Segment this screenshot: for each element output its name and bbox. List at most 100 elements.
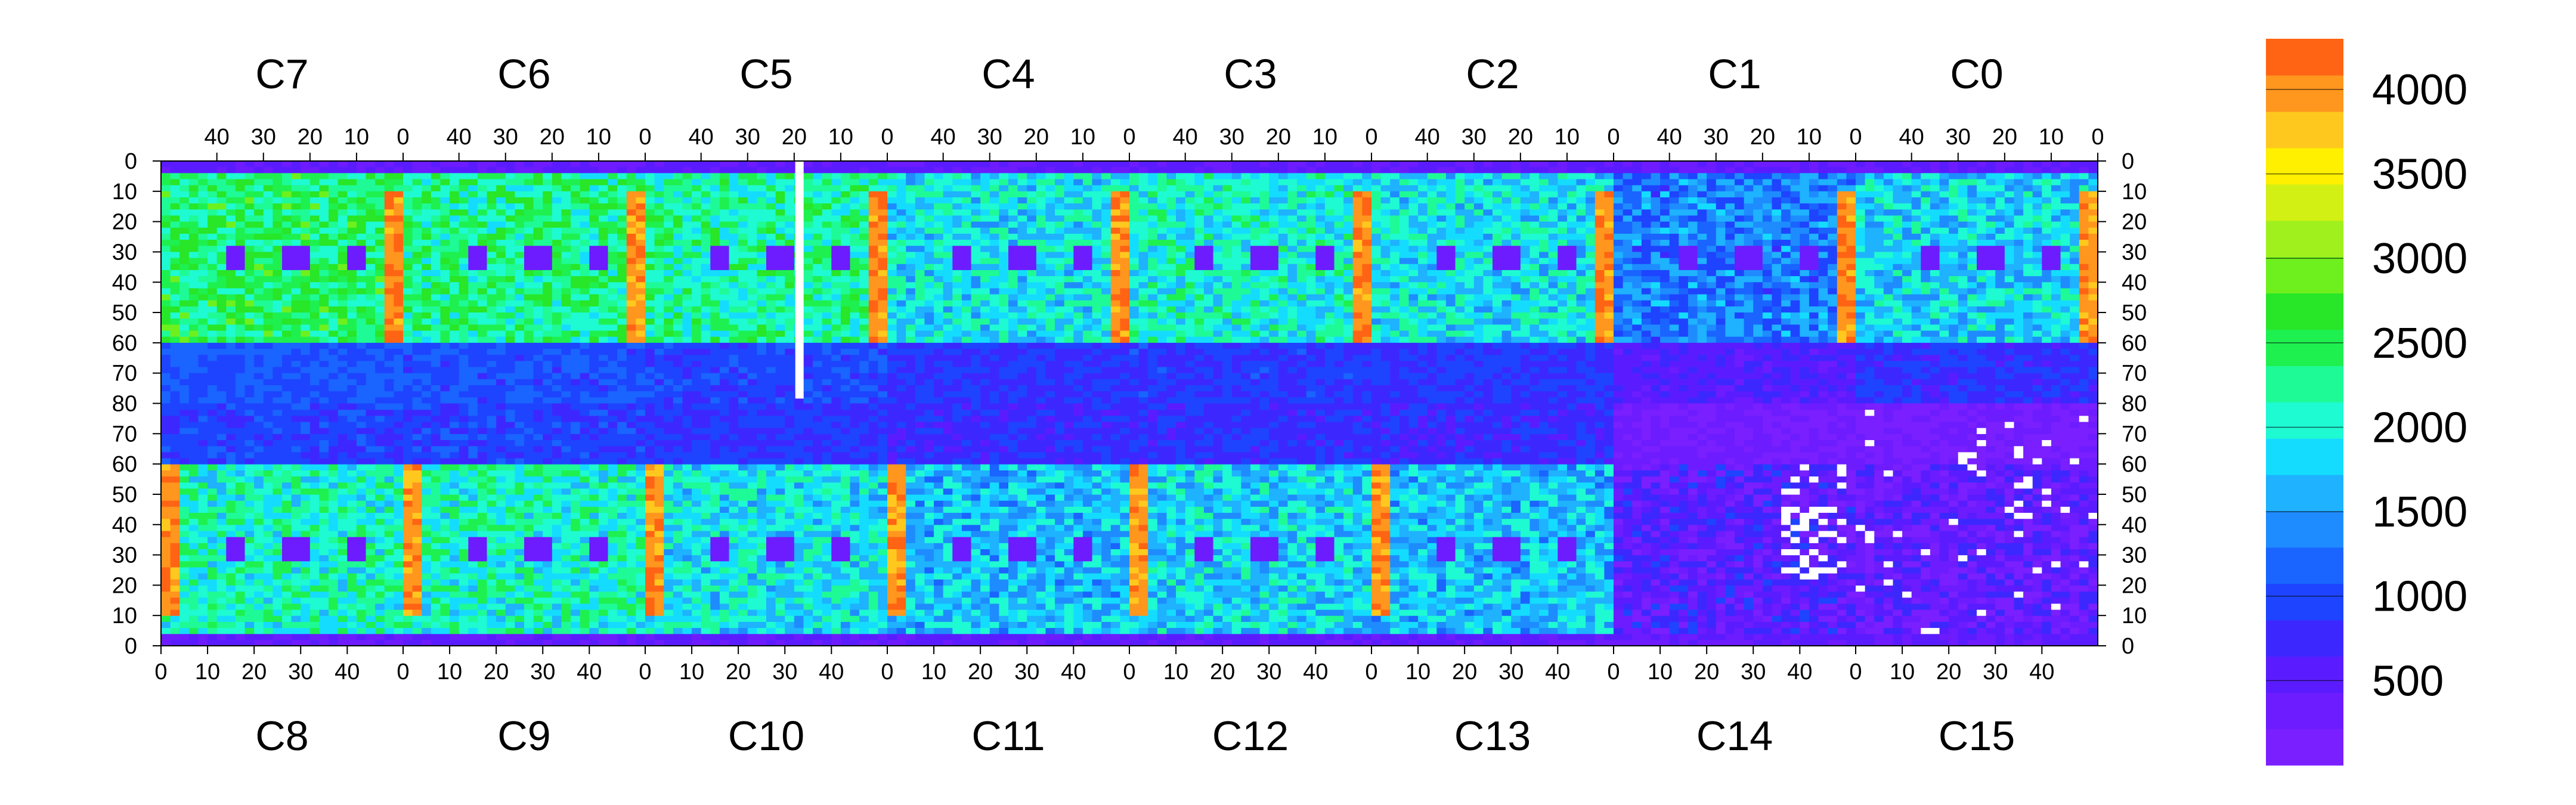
heatmap-cell (477, 379, 488, 386)
heatmap-cell (1203, 282, 1214, 289)
heatmap-cell (1213, 336, 1223, 343)
heatmap-cell (477, 203, 488, 210)
heatmap-cell (515, 161, 525, 168)
heatmap-cell (1213, 306, 1223, 313)
heatmap-cell (747, 215, 757, 222)
heatmap-cell (729, 270, 739, 277)
heatmap-cell (291, 252, 301, 259)
heatmap-cell (906, 349, 916, 355)
heatmap-cell (738, 361, 748, 368)
heatmap-cell (924, 336, 934, 343)
heatmap-cell (766, 161, 776, 168)
heatmap-cell (468, 252, 478, 259)
heatmap-cell (1222, 264, 1233, 271)
heatmap-cell (859, 385, 869, 392)
heatmap-cell (524, 397, 534, 404)
heatmap-cell (394, 361, 404, 368)
heatmap-cell (617, 258, 627, 265)
heatmap-cell (1045, 324, 1055, 332)
heatmap-cell (188, 252, 199, 259)
heatmap-cell (1306, 306, 1316, 313)
heatmap-cell (692, 306, 702, 313)
heatmap-cell (301, 342, 311, 349)
heatmap-cell (1213, 361, 1223, 368)
heatmap-cell (1064, 300, 1074, 307)
heatmap-cell (244, 342, 255, 349)
heatmap-cell (971, 385, 981, 392)
heatmap-cell (868, 191, 878, 198)
heatmap-cell (1278, 233, 1289, 240)
heatmap-cell (244, 233, 255, 240)
heatmap-cell (282, 373, 292, 380)
heatmap-cell (896, 221, 906, 228)
heatmap-cell (366, 391, 376, 398)
heatmap-cell (701, 276, 711, 283)
heatmap-cell (747, 288, 757, 295)
heatmap-cell (813, 282, 823, 289)
heatmap-cell (273, 258, 283, 265)
heatmap-cell (999, 294, 1009, 301)
heatmap-cell (710, 252, 720, 259)
heatmap-cell (589, 221, 599, 228)
heatmap-cell (692, 264, 702, 271)
heatmap-cell (822, 391, 832, 398)
heatmap-cell (505, 264, 515, 271)
heatmap-cell (943, 252, 953, 259)
heatmap-cell (356, 385, 367, 392)
heatmap-cell (1045, 355, 1055, 361)
heatmap-cell (822, 373, 832, 380)
heatmap-cell (692, 397, 702, 404)
heatmap-cell (1241, 240, 1251, 246)
heatmap-cell (1194, 264, 1205, 271)
heatmap-cell (924, 191, 934, 198)
heatmap-cell (1045, 397, 1055, 404)
heatmap-cell (626, 342, 636, 349)
heatmap-cell (1110, 215, 1120, 222)
heatmap-cell (366, 270, 376, 277)
heatmap-cell (1092, 203, 1102, 210)
heatmap-cell (1287, 197, 1298, 204)
heatmap-cell (1194, 179, 1205, 186)
heatmap-cell (1017, 391, 1027, 398)
heatmap-cell (1082, 361, 1093, 368)
heatmap-cell (235, 391, 246, 398)
heatmap-cell (216, 385, 227, 392)
heatmap-cell (477, 318, 488, 325)
heatmap-cell (403, 203, 413, 210)
heatmap-cell (1138, 373, 1148, 380)
heatmap-cell (673, 391, 683, 398)
heatmap-cell (198, 361, 208, 368)
heatmap-cell (179, 288, 190, 295)
heatmap-cell (208, 233, 218, 240)
heatmap-cell (394, 397, 404, 404)
heatmap-cell (561, 379, 571, 386)
heatmap-cell (934, 264, 944, 271)
heatmap-cell (906, 227, 916, 234)
heatmap-cell (1278, 324, 1289, 332)
heatmap-cell (1250, 240, 1261, 246)
heatmap-cell (216, 221, 227, 228)
heatmap-cell (552, 288, 562, 295)
heatmap-cell (831, 300, 841, 307)
heatmap-cell (878, 276, 888, 283)
heatmap-cell (1082, 191, 1093, 198)
heatmap-cell (1222, 385, 1233, 392)
heatmap-cell (906, 373, 916, 380)
heatmap-cell (785, 318, 795, 325)
heatmap-cell (868, 276, 878, 283)
heatmap-cell (1129, 300, 1140, 307)
heatmap-cell (347, 349, 357, 355)
heatmap-cell (896, 246, 906, 253)
heatmap-cell (1036, 221, 1046, 228)
heatmap-cell (356, 300, 367, 307)
heatmap-cell (1017, 258, 1027, 265)
heatmap-cell (608, 258, 618, 265)
heatmap-cell (515, 355, 525, 361)
heatmap-cell (552, 197, 562, 204)
heatmap-cell (1166, 215, 1176, 222)
heatmap-cell (1194, 173, 1205, 180)
heatmap-cell (850, 355, 860, 361)
heatmap-cell (561, 312, 571, 319)
heatmap-cell (1269, 306, 1279, 313)
heatmap-cell (254, 288, 264, 295)
